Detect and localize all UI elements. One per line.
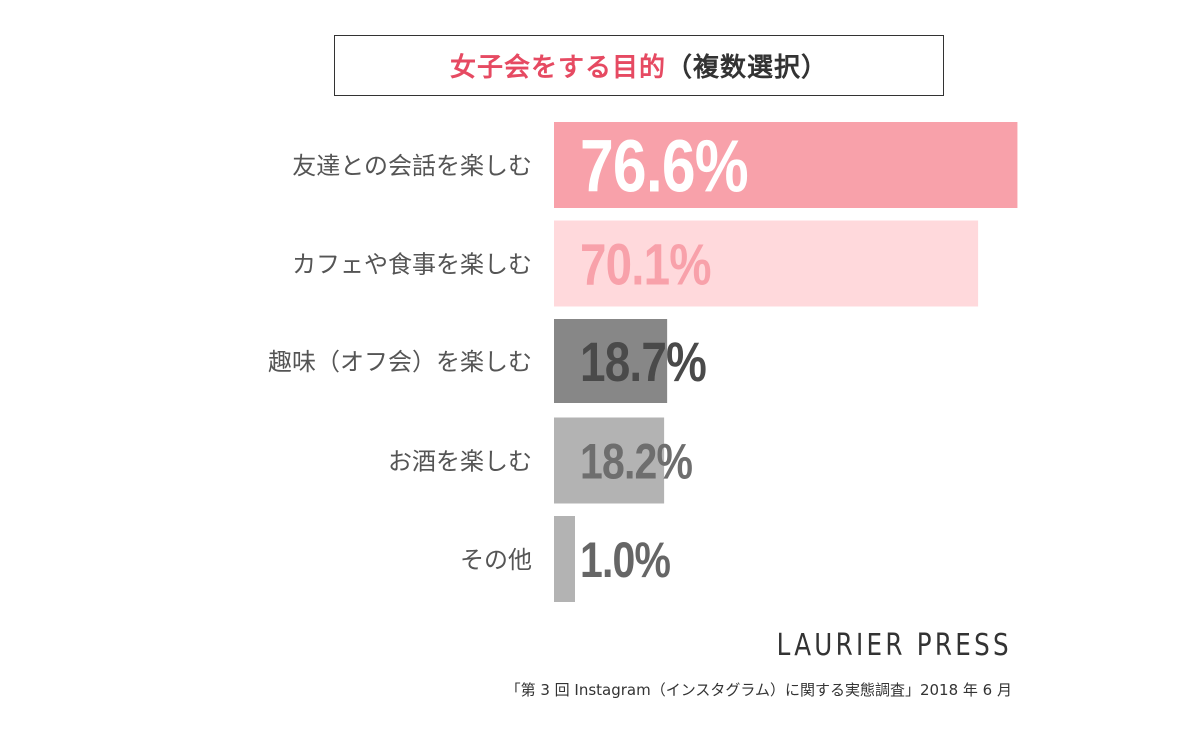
value-label-2: 70.1% xyxy=(580,233,711,298)
brand-logo-text: LAURIER PRESS xyxy=(776,628,1012,663)
category-label-2: カフェや食事を楽しむ xyxy=(292,251,532,279)
chart-title-box: 女子会をする目的 （複数選択） xyxy=(334,35,944,96)
value-label-4: 18.2% xyxy=(580,434,692,490)
bar-5 xyxy=(554,516,575,602)
category-label-4: お酒を楽しむ xyxy=(388,448,532,476)
bar-4 xyxy=(554,417,665,504)
category-label-1: 友達との会話を楽しむ xyxy=(292,152,532,180)
category-label-3: 趣味（オフ会）を楽しむ xyxy=(268,348,532,376)
value-label-1: 76.6% xyxy=(580,126,748,208)
bar-2 xyxy=(554,220,979,307)
value-label-5: 1.0% xyxy=(580,532,670,588)
chart-title-note: （複数選択） xyxy=(666,53,829,83)
value-label-3: 18.7% xyxy=(580,331,706,393)
bar-1 xyxy=(554,122,1018,208)
category-label-5: その他 xyxy=(460,546,532,574)
chart-title-main: 女子会をする目的 xyxy=(449,53,666,83)
bar-3 xyxy=(554,319,668,403)
source-note: 「第 3 回 Instagram（インスタグラム）に関する実態調査」2018 年… xyxy=(505,681,1012,699)
